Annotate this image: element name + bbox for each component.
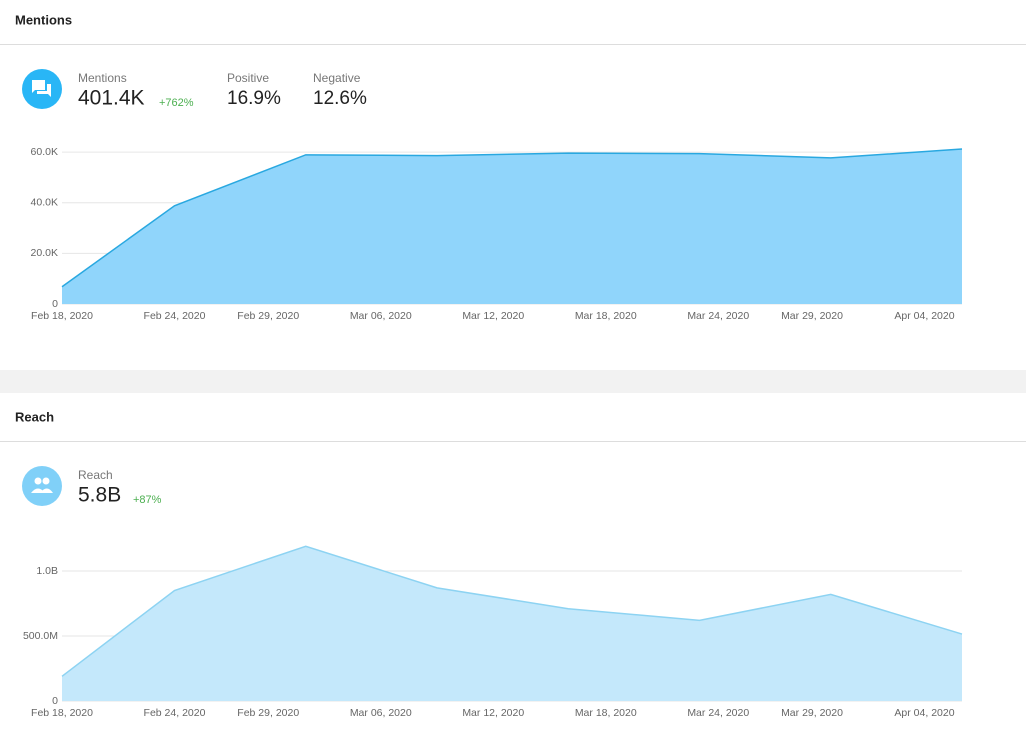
y-tick-label: 60.0K [31,146,58,158]
x-tick-label: Feb 29, 2020 [237,707,299,719]
metric-change: +762% [159,97,194,109]
x-tick-label: Apr 04, 2020 [894,707,954,719]
metric-label: Mentions [78,71,127,85]
x-tick-label: Mar 12, 2020 [462,310,524,322]
metric-label: Reach [78,468,113,482]
y-tick-label: 20.0K [31,247,58,259]
x-tick-label: Mar 06, 2020 [350,310,412,322]
separator [0,370,1026,393]
x-tick-label: Feb 24, 2020 [144,707,206,719]
y-tick-label: 0 [52,298,58,310]
area [62,546,962,701]
x-tick-label: Mar 18, 2020 [575,707,637,719]
x-tick-label: Feb 24, 2020 [144,310,206,322]
x-tick-label: Feb 29, 2020 [237,310,299,322]
stat-value: 12.6% [313,88,367,109]
x-tick-label: Feb 18, 2020 [31,310,93,322]
y-tick-label: 1.0B [36,565,58,577]
metric-change: +87% [133,494,162,506]
stat-label: Negative [313,71,361,85]
mentions-icon [22,69,62,109]
metric-value: 5.8B [78,484,121,507]
y-tick-label: 40.0K [31,196,58,208]
area-line [61,545,963,677]
x-tick-label: Apr 04, 2020 [894,310,954,322]
x-tick-label: Mar 24, 2020 [687,707,749,719]
area-line [61,148,963,288]
area [62,149,962,304]
x-tick-label: Mar 06, 2020 [350,707,412,719]
y-tick-label: 500.0M [23,630,58,642]
x-tick-label: Mar 24, 2020 [687,310,749,322]
metric-value: 401.4K [78,87,145,110]
panel-title: Mentions [15,12,72,27]
stat-value: 16.9% [227,88,281,109]
x-tick-label: Mar 18, 2020 [575,310,637,322]
x-tick-label: Mar 29, 2020 [781,707,843,719]
x-tick-label: Mar 29, 2020 [781,310,843,322]
y-tick-label: 0 [52,695,58,707]
x-tick-label: Mar 12, 2020 [462,707,524,719]
stat-label: Positive [227,71,269,85]
panel-title: Reach [15,409,54,424]
reach-icon [22,466,62,506]
x-tick-label: Feb 18, 2020 [31,707,93,719]
